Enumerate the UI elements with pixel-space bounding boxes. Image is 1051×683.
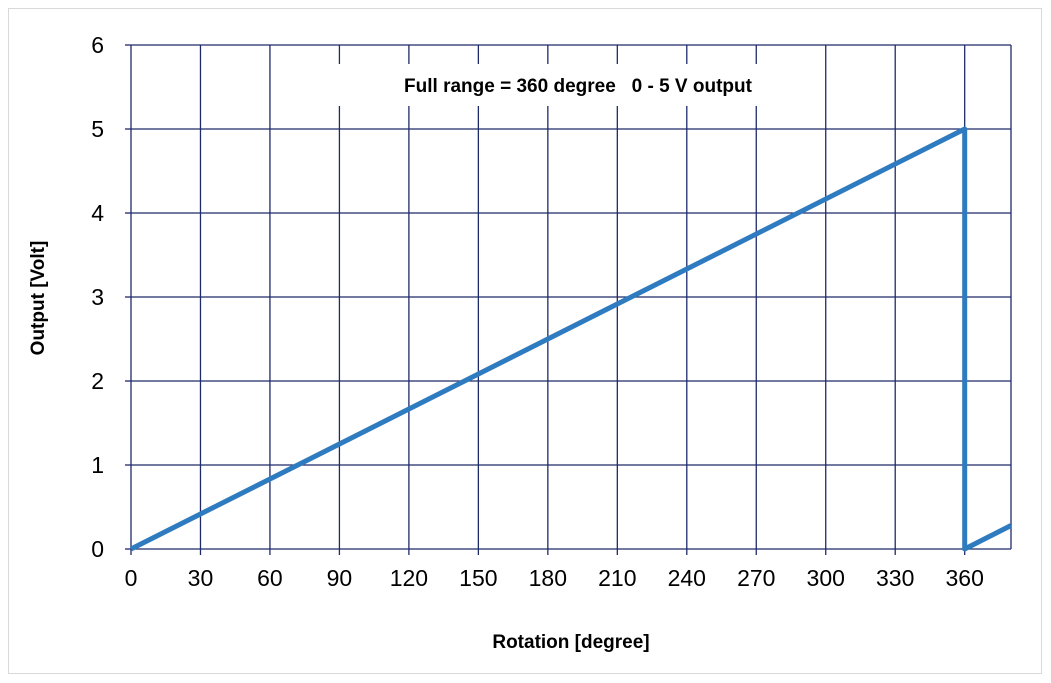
series-layer bbox=[129, 126, 1013, 552]
x-tick-label-11: 330 bbox=[876, 565, 914, 591]
x-axis-label: Rotation [degree] bbox=[492, 632, 649, 653]
y-tick-label-1: 1 bbox=[91, 452, 104, 478]
x-tick-label-10: 300 bbox=[807, 565, 845, 591]
x-tick-label-12: 360 bbox=[945, 565, 983, 591]
chart-frame bbox=[8, 8, 1042, 674]
annotation-background bbox=[334, 64, 822, 106]
y-axis-label: Output [Volt] bbox=[28, 241, 49, 356]
x-tick-label-7: 210 bbox=[598, 565, 636, 591]
y-tick-label-5: 5 bbox=[91, 116, 104, 142]
grid bbox=[125, 44, 1012, 555]
y-tick-label-0: 0 bbox=[91, 536, 104, 562]
y-tick-label-4: 4 bbox=[91, 200, 104, 226]
x-tick-label-0: 0 bbox=[125, 565, 138, 591]
x-tick-label-4: 120 bbox=[390, 565, 428, 591]
x-tick-label-9: 270 bbox=[737, 565, 775, 591]
x-tick-label-2: 60 bbox=[257, 565, 283, 591]
series-line-0 bbox=[129, 126, 1013, 552]
annotation-text: Full range = 360 degree 0 - 5 V output bbox=[404, 76, 753, 97]
y-tick-labels: 0 1 2 3 4 5 6 bbox=[91, 32, 104, 562]
y-tick-label-6: 6 bbox=[91, 32, 104, 58]
x-tick-label-8: 240 bbox=[668, 565, 706, 591]
x-tick-label-1: 30 bbox=[188, 565, 214, 591]
x-tick-labels: 0 30 60 90 120 150 180 210 240 270 300 330 360 bbox=[125, 565, 984, 591]
x-tick-label-5: 150 bbox=[459, 565, 497, 591]
y-tick-label-3: 3 bbox=[91, 284, 104, 310]
y-tick-label-2: 2 bbox=[91, 368, 104, 394]
x-tick-label-6: 180 bbox=[529, 565, 567, 591]
x-tick-label-3: 90 bbox=[327, 565, 353, 591]
